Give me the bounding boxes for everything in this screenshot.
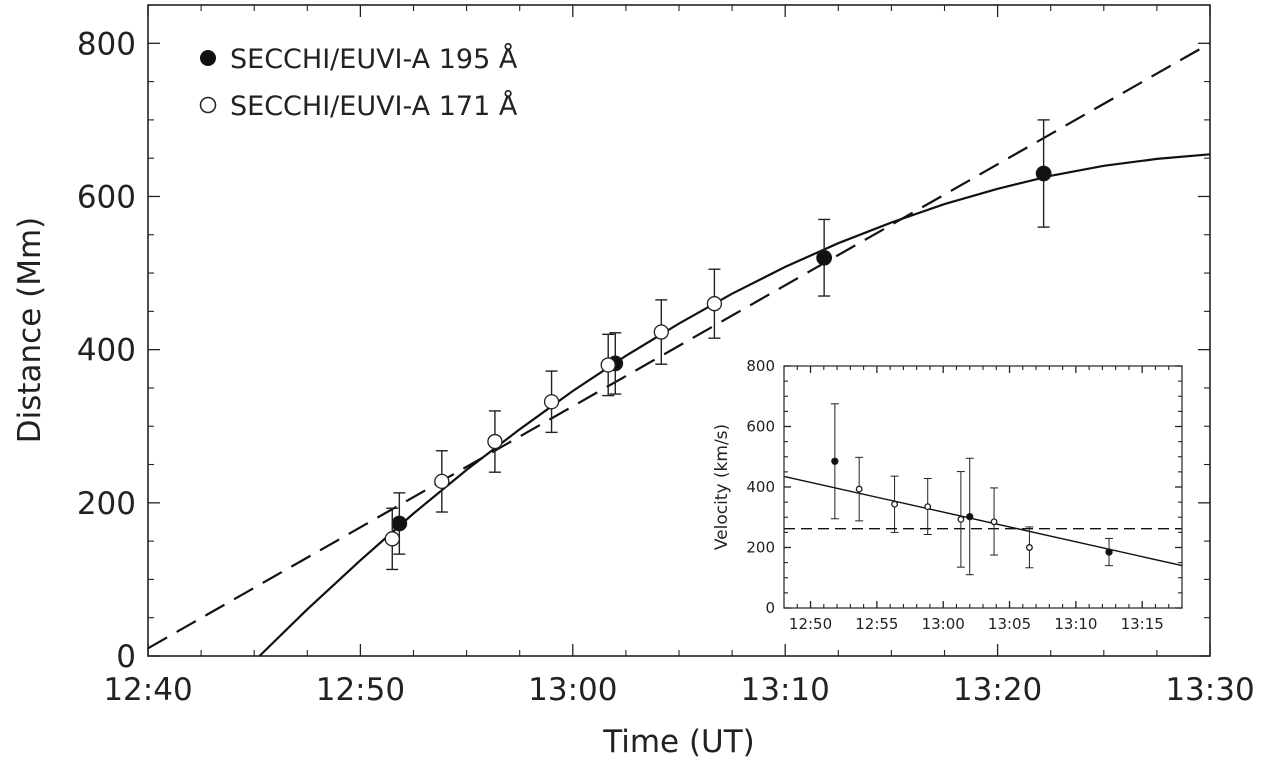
inset-point-171 bbox=[924, 503, 932, 511]
inset-y-tick-label: 0 bbox=[765, 599, 775, 617]
inset-y-tick-label: 200 bbox=[746, 539, 775, 557]
inset-y-tick-label: 600 bbox=[746, 418, 775, 436]
inset-point-171 bbox=[957, 515, 965, 523]
main-x-tick-label: 13:30 bbox=[1165, 672, 1254, 708]
y-axis-title: Distance (Mm) bbox=[12, 217, 48, 444]
inset-x-tick-label: 12:50 bbox=[789, 615, 832, 633]
main-y-tick-label: 400 bbox=[77, 333, 136, 369]
inset-data-points bbox=[830, 403, 1114, 576]
inset-x-tick-label: 12:55 bbox=[855, 615, 898, 633]
inset-point-171 bbox=[855, 485, 863, 493]
inset-point-195 bbox=[1105, 548, 1113, 556]
main-x-tick-label: 13:00 bbox=[528, 672, 617, 708]
inset-point-171 bbox=[990, 518, 998, 526]
main-point-171 bbox=[434, 473, 450, 490]
inset-point-171 bbox=[1025, 544, 1033, 551]
inset-x-tick-label: 13:15 bbox=[1121, 615, 1164, 633]
main-linear-fit-line bbox=[147, 42, 1211, 650]
main-y-tick-label: 800 bbox=[77, 26, 136, 62]
inset-y-axis-title: Velocity (km/s) bbox=[712, 424, 732, 550]
main-point-171 bbox=[706, 296, 723, 312]
inset-y-tick-label: 800 bbox=[746, 357, 775, 375]
main-x-tick-label: 13:10 bbox=[741, 672, 830, 708]
inset-curve-fit-line bbox=[783, 475, 1183, 567]
main-x-tick-label: 13:20 bbox=[953, 672, 1042, 708]
inset-fit-lines bbox=[783, 475, 1183, 567]
main-x-tick-label: 12:40 bbox=[103, 672, 192, 708]
main-y-tick-label: 200 bbox=[77, 486, 136, 522]
inset-point-171 bbox=[891, 500, 899, 508]
legend-label-195: SECCHI/EUVI-A 195 Å bbox=[230, 43, 518, 75]
legend: SECCHI/EUVI-A 195 Å SECCHI/EUVI-A 171 Å bbox=[199, 43, 518, 122]
main-y-tick-label: 600 bbox=[77, 179, 136, 215]
main-data-points bbox=[384, 119, 1052, 571]
legend-marker-open bbox=[199, 96, 217, 114]
inset-background bbox=[784, 366, 1182, 608]
legend-label-171: SECCHI/EUVI-A 171 Å bbox=[230, 90, 518, 122]
main-point-171 bbox=[600, 357, 616, 373]
inset-y-tick-label: 400 bbox=[746, 478, 775, 496]
inset-tick-labels: 12:50 12:55 13:00 13:05 13:10 13:15 0 200 400 600… bbox=[746, 357, 1163, 633]
main-point-195 bbox=[1035, 165, 1052, 182]
main-x-tick-label: 12:50 bbox=[316, 672, 405, 708]
x-axis-title: Time (UT) bbox=[602, 724, 755, 760]
inset-ticks bbox=[783, 365, 1183, 609]
main-point-195 bbox=[816, 249, 833, 266]
inset-x-tick-label: 13:00 bbox=[922, 615, 965, 633]
inset-point-195 bbox=[966, 512, 974, 521]
main-point-171 bbox=[487, 433, 503, 450]
inset-chart: 12:50 12:55 13:00 13:05 13:10 13:15 0 200 400 600… bbox=[712, 357, 1183, 633]
main-y-tick-label: 0 bbox=[116, 639, 136, 675]
main-ticks bbox=[147, 4, 1211, 657]
main-point-171 bbox=[543, 394, 560, 410]
inset-x-tick-label: 13:10 bbox=[1054, 615, 1097, 633]
main-chart: 12:40 12:50 13:00 13:10 13:20 13:30 0 200 400 600… bbox=[12, 4, 1255, 760]
inset-point-195 bbox=[831, 457, 839, 465]
main-point-171 bbox=[384, 531, 400, 547]
main-tick-labels: 12:40 12:50 13:00 13:10 13:20 13:30 0 200 400 600… bbox=[77, 26, 1255, 708]
legend-marker-filled bbox=[200, 50, 216, 66]
main-point-171 bbox=[653, 324, 669, 340]
inset-x-tick-label: 13:05 bbox=[988, 615, 1031, 633]
main-point-195 bbox=[391, 515, 408, 532]
